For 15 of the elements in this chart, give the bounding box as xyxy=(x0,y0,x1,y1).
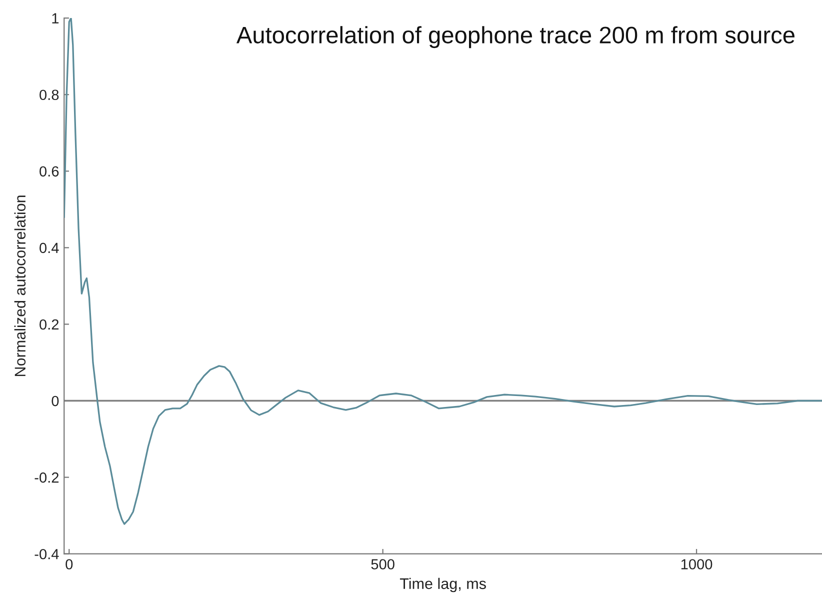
x-tick-label: 500 xyxy=(371,559,394,570)
x-axis-title: Time lag, ms xyxy=(400,578,486,592)
x-tick-label: 0 xyxy=(66,559,73,570)
y-tick-label: 1 xyxy=(52,13,59,24)
y-tick-label: 0.8 xyxy=(40,90,59,100)
y-tick-label: 0.4 xyxy=(40,242,59,254)
y-axis-title: Normalized autocorrelation xyxy=(14,196,26,376)
y-tick-label: -0.4 xyxy=(34,548,59,560)
line-series xyxy=(64,18,822,525)
y-tick-label: -0.2 xyxy=(34,472,59,483)
x-tick-label: 1000 xyxy=(681,559,712,570)
y-tick-label: 0 xyxy=(52,396,59,406)
y-tick-label: 0.2 xyxy=(40,319,59,330)
chart-title: Autocorrelation of geophone trace 200 m from source xyxy=(236,26,794,48)
y-tick-label: 0.6 xyxy=(40,166,59,177)
